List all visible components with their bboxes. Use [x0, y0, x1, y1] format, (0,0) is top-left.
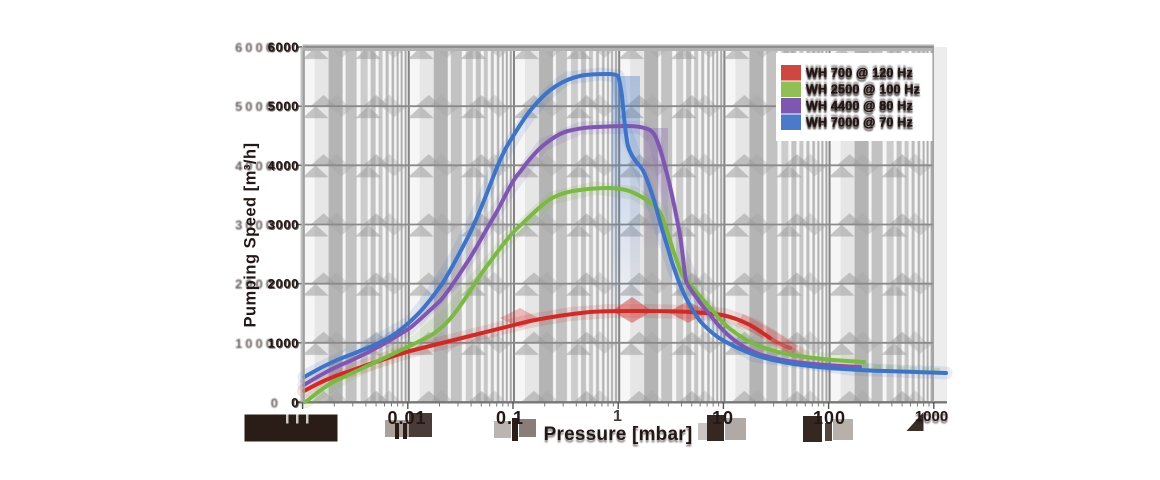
svg-text:100: 100 [813, 408, 846, 428]
svg-text:Pressure [mbar]: Pressure [mbar] [544, 424, 693, 445]
svg-text:0: 0 [291, 395, 299, 410]
svg-text:2000: 2000 [235, 277, 276, 292]
svg-text:WH 700 @ 120 Hz: WH 700 @ 120 Hz [806, 66, 913, 80]
svg-text:0.01: 0.01 [387, 408, 426, 428]
svg-text:3000: 3000 [235, 218, 276, 233]
svg-text:0: 0 [271, 395, 281, 410]
svg-text:5000: 5000 [235, 99, 276, 114]
svg-text:6000: 6000 [235, 40, 276, 55]
svg-text:1000: 1000 [268, 335, 299, 350]
svg-text:1: 1 [613, 408, 622, 425]
svg-text:1000: 1000 [235, 336, 276, 351]
svg-text:WH 4400 @ 80 Hz: WH 4400 @ 80 Hz [806, 99, 913, 113]
svg-text:3000: 3000 [268, 217, 299, 232]
svg-text:WH 700 @ 120 Hz: WH 700 @ 120 Hz [806, 64, 913, 78]
svg-text:6000: 6000 [269, 41, 300, 56]
svg-text:4000: 4000 [235, 158, 276, 173]
svg-text:10: 10 [712, 408, 734, 428]
svg-text:WH 2500 @ 100 Hz: WH 2500 @ 100 Hz [806, 85, 920, 99]
svg-text:WH 4400 @ 80 Hz: WH 4400 @ 80 Hz [806, 97, 913, 111]
svg-text:0: 0 [292, 396, 300, 411]
svg-text:2000: 2000 [268, 276, 299, 291]
svg-text:WH 2500 @ 100 Hz: WH 2500 @ 100 Hz [806, 83, 920, 97]
svg-text:WH 700 @ 120 Hz: WH 700 @ 120 Hz [806, 69, 913, 83]
svg-text:6000: 6000 [268, 40, 299, 55]
svg-text:Pressure [mbar]: Pressure [mbar] [544, 427, 693, 448]
svg-text:Pumping Speed [m³/h]: Pumping Speed [m³/h] [242, 142, 260, 327]
svg-text:5000: 5000 [269, 100, 300, 115]
svg-text:WH 4400 @ 80 Hz: WH 4400 @ 80 Hz [806, 102, 913, 116]
svg-text:4000: 4000 [268, 158, 299, 173]
svg-text:0.1: 0.1 [496, 408, 524, 428]
svg-text:WH 7000 @ 70 Hz: WH 7000 @ 70 Hz [806, 113, 913, 127]
svg-text:4000: 4000 [269, 159, 300, 174]
svg-text:1000: 1000 [269, 336, 300, 351]
svg-text:2000: 2000 [269, 277, 300, 292]
svg-text:3000: 3000 [269, 218, 300, 233]
svg-text:1000: 1000 [915, 411, 948, 428]
svg-text:WH 7000 @ 70 Hz: WH 7000 @ 70 Hz [806, 116, 913, 130]
svg-text:1000: 1000 [915, 408, 948, 425]
svg-text:WH 2500 @ 100 Hz: WH 2500 @ 100 Hz [806, 80, 920, 94]
svg-text:WH 7000 @ 70 Hz: WH 7000 @ 70 Hz [806, 118, 913, 132]
svg-text:5000: 5000 [268, 99, 299, 114]
